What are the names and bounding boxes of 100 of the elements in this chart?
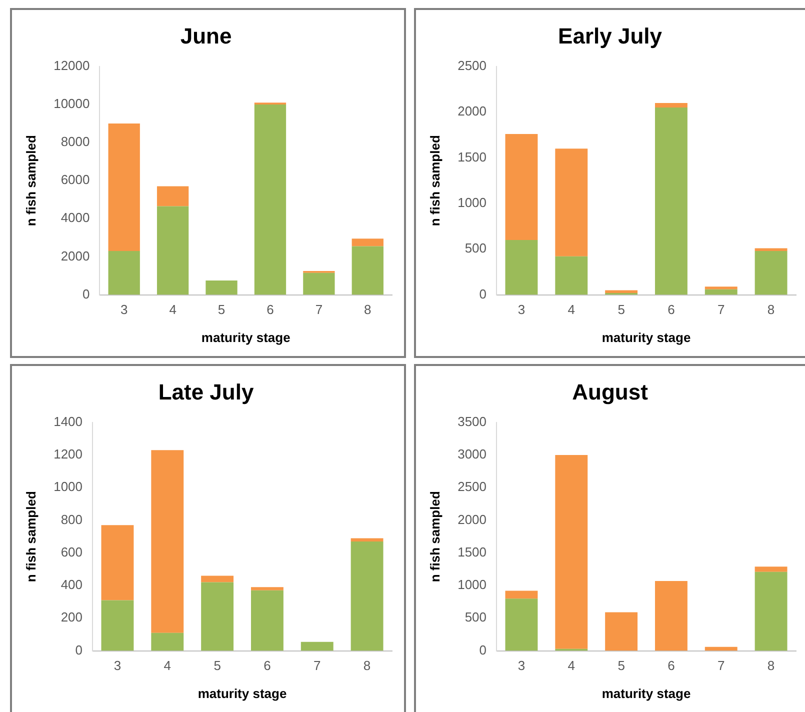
x-tick-label: 6 bbox=[264, 658, 271, 674]
bar bbox=[605, 290, 638, 293]
bar bbox=[201, 582, 234, 651]
y-tick-label: 12000 bbox=[54, 58, 90, 73]
y-tick-label: 200 bbox=[60, 610, 83, 625]
y-tick-label: 6000 bbox=[60, 172, 90, 188]
y-tick-label: 1400 bbox=[54, 414, 83, 429]
y-axis-title: n fish sampled bbox=[23, 491, 38, 582]
bar bbox=[151, 632, 184, 651]
x-axis-title: maturity stage bbox=[198, 686, 287, 701]
bar bbox=[303, 272, 335, 295]
bar bbox=[704, 286, 738, 290]
bar bbox=[350, 541, 384, 651]
chart-title: Late July bbox=[158, 379, 254, 404]
bar bbox=[108, 124, 140, 252]
bar bbox=[300, 642, 334, 651]
x-tick-label: 3 bbox=[120, 302, 128, 318]
chart-title: June bbox=[180, 23, 232, 48]
y-tick-label: 2500 bbox=[458, 58, 487, 73]
y-tick-label: 400 bbox=[60, 577, 83, 592]
bar bbox=[350, 538, 384, 542]
bar bbox=[754, 572, 788, 651]
x-tick-label: 5 bbox=[618, 658, 625, 674]
bar bbox=[754, 250, 788, 295]
y-tick-label: 500 bbox=[464, 240, 487, 256]
x-axis-title: maturity stage bbox=[201, 330, 290, 345]
bar bbox=[754, 248, 788, 251]
bar bbox=[108, 251, 140, 295]
x-tick-label: 3 bbox=[518, 658, 526, 674]
y-tick-label: 1000 bbox=[458, 577, 487, 592]
y-tick-label: 0 bbox=[479, 642, 487, 658]
x-tick-label: 7 bbox=[718, 302, 725, 318]
x-tick-label: 3 bbox=[518, 302, 526, 318]
y-tick-label: 10000 bbox=[54, 96, 90, 112]
bar bbox=[555, 455, 588, 649]
x-tick-label: 7 bbox=[315, 302, 323, 318]
x-tick-label: 6 bbox=[668, 302, 675, 318]
bar bbox=[654, 108, 688, 295]
x-tick-label: 5 bbox=[214, 658, 221, 674]
bar bbox=[352, 246, 384, 295]
y-tick-label: 0 bbox=[479, 286, 487, 302]
bar bbox=[754, 566, 788, 572]
bar bbox=[156, 206, 189, 295]
x-tick-label: 8 bbox=[767, 658, 775, 674]
x-tick-label: 5 bbox=[218, 302, 226, 318]
bar bbox=[555, 148, 588, 256]
y-axis-title: n fish sampled bbox=[23, 135, 38, 226]
y-tick-label: 1000 bbox=[458, 195, 487, 210]
chart-title: Early July bbox=[558, 23, 663, 48]
x-axis-title: maturity stage bbox=[602, 686, 691, 701]
bar bbox=[151, 450, 184, 633]
x-tick-label: 3 bbox=[114, 658, 122, 674]
y-tick-label: 2000 bbox=[458, 104, 487, 119]
bar bbox=[250, 590, 284, 651]
bar bbox=[505, 590, 538, 599]
y-axis-title: n fish sampled bbox=[427, 135, 442, 226]
y-tick-label: 600 bbox=[60, 544, 83, 560]
y-tick-label: 2000 bbox=[60, 248, 90, 264]
bar bbox=[704, 289, 738, 295]
bar bbox=[352, 238, 384, 246]
bar bbox=[555, 256, 588, 295]
x-tick-label: 8 bbox=[363, 658, 371, 674]
bar bbox=[505, 598, 538, 651]
bar bbox=[101, 525, 134, 600]
y-tick-label: 3000 bbox=[458, 446, 487, 462]
y-tick-label: 1200 bbox=[54, 446, 83, 462]
y-tick-label: 2500 bbox=[458, 479, 487, 494]
chart-title: August bbox=[572, 379, 649, 404]
y-tick-label: 2000 bbox=[458, 512, 487, 527]
bar bbox=[201, 576, 234, 582]
y-tick-label: 0 bbox=[75, 642, 83, 658]
x-axis-title: maturity stage bbox=[602, 330, 691, 345]
bar bbox=[704, 646, 738, 651]
x-tick-label: 4 bbox=[169, 302, 176, 318]
y-tick-label: 0 bbox=[82, 286, 90, 302]
bar bbox=[254, 104, 286, 295]
bar bbox=[654, 580, 688, 651]
bar bbox=[605, 612, 638, 651]
bar bbox=[654, 102, 688, 108]
x-tick-label: 4 bbox=[568, 302, 576, 318]
y-tick-label: 4000 bbox=[60, 210, 90, 226]
bar bbox=[250, 587, 284, 590]
y-axis-title: n fish sampled bbox=[427, 491, 442, 582]
x-tick-label: 7 bbox=[718, 658, 725, 674]
y-tick-label: 800 bbox=[60, 512, 83, 527]
x-tick-label: 4 bbox=[164, 658, 172, 674]
x-tick-label: 6 bbox=[668, 658, 675, 674]
bar bbox=[101, 600, 134, 651]
x-tick-label: 6 bbox=[266, 302, 274, 318]
y-tick-label: 500 bbox=[464, 610, 487, 625]
x-tick-label: 5 bbox=[618, 302, 625, 318]
bar bbox=[156, 186, 189, 206]
y-tick-label: 1000 bbox=[54, 479, 83, 494]
x-tick-label: 7 bbox=[314, 658, 321, 674]
x-tick-label: 8 bbox=[767, 302, 775, 318]
bar bbox=[206, 280, 238, 295]
y-tick-label: 8000 bbox=[60, 134, 90, 150]
x-tick-label: 4 bbox=[568, 658, 576, 674]
y-tick-label: 1500 bbox=[458, 149, 487, 164]
bar bbox=[505, 134, 538, 240]
